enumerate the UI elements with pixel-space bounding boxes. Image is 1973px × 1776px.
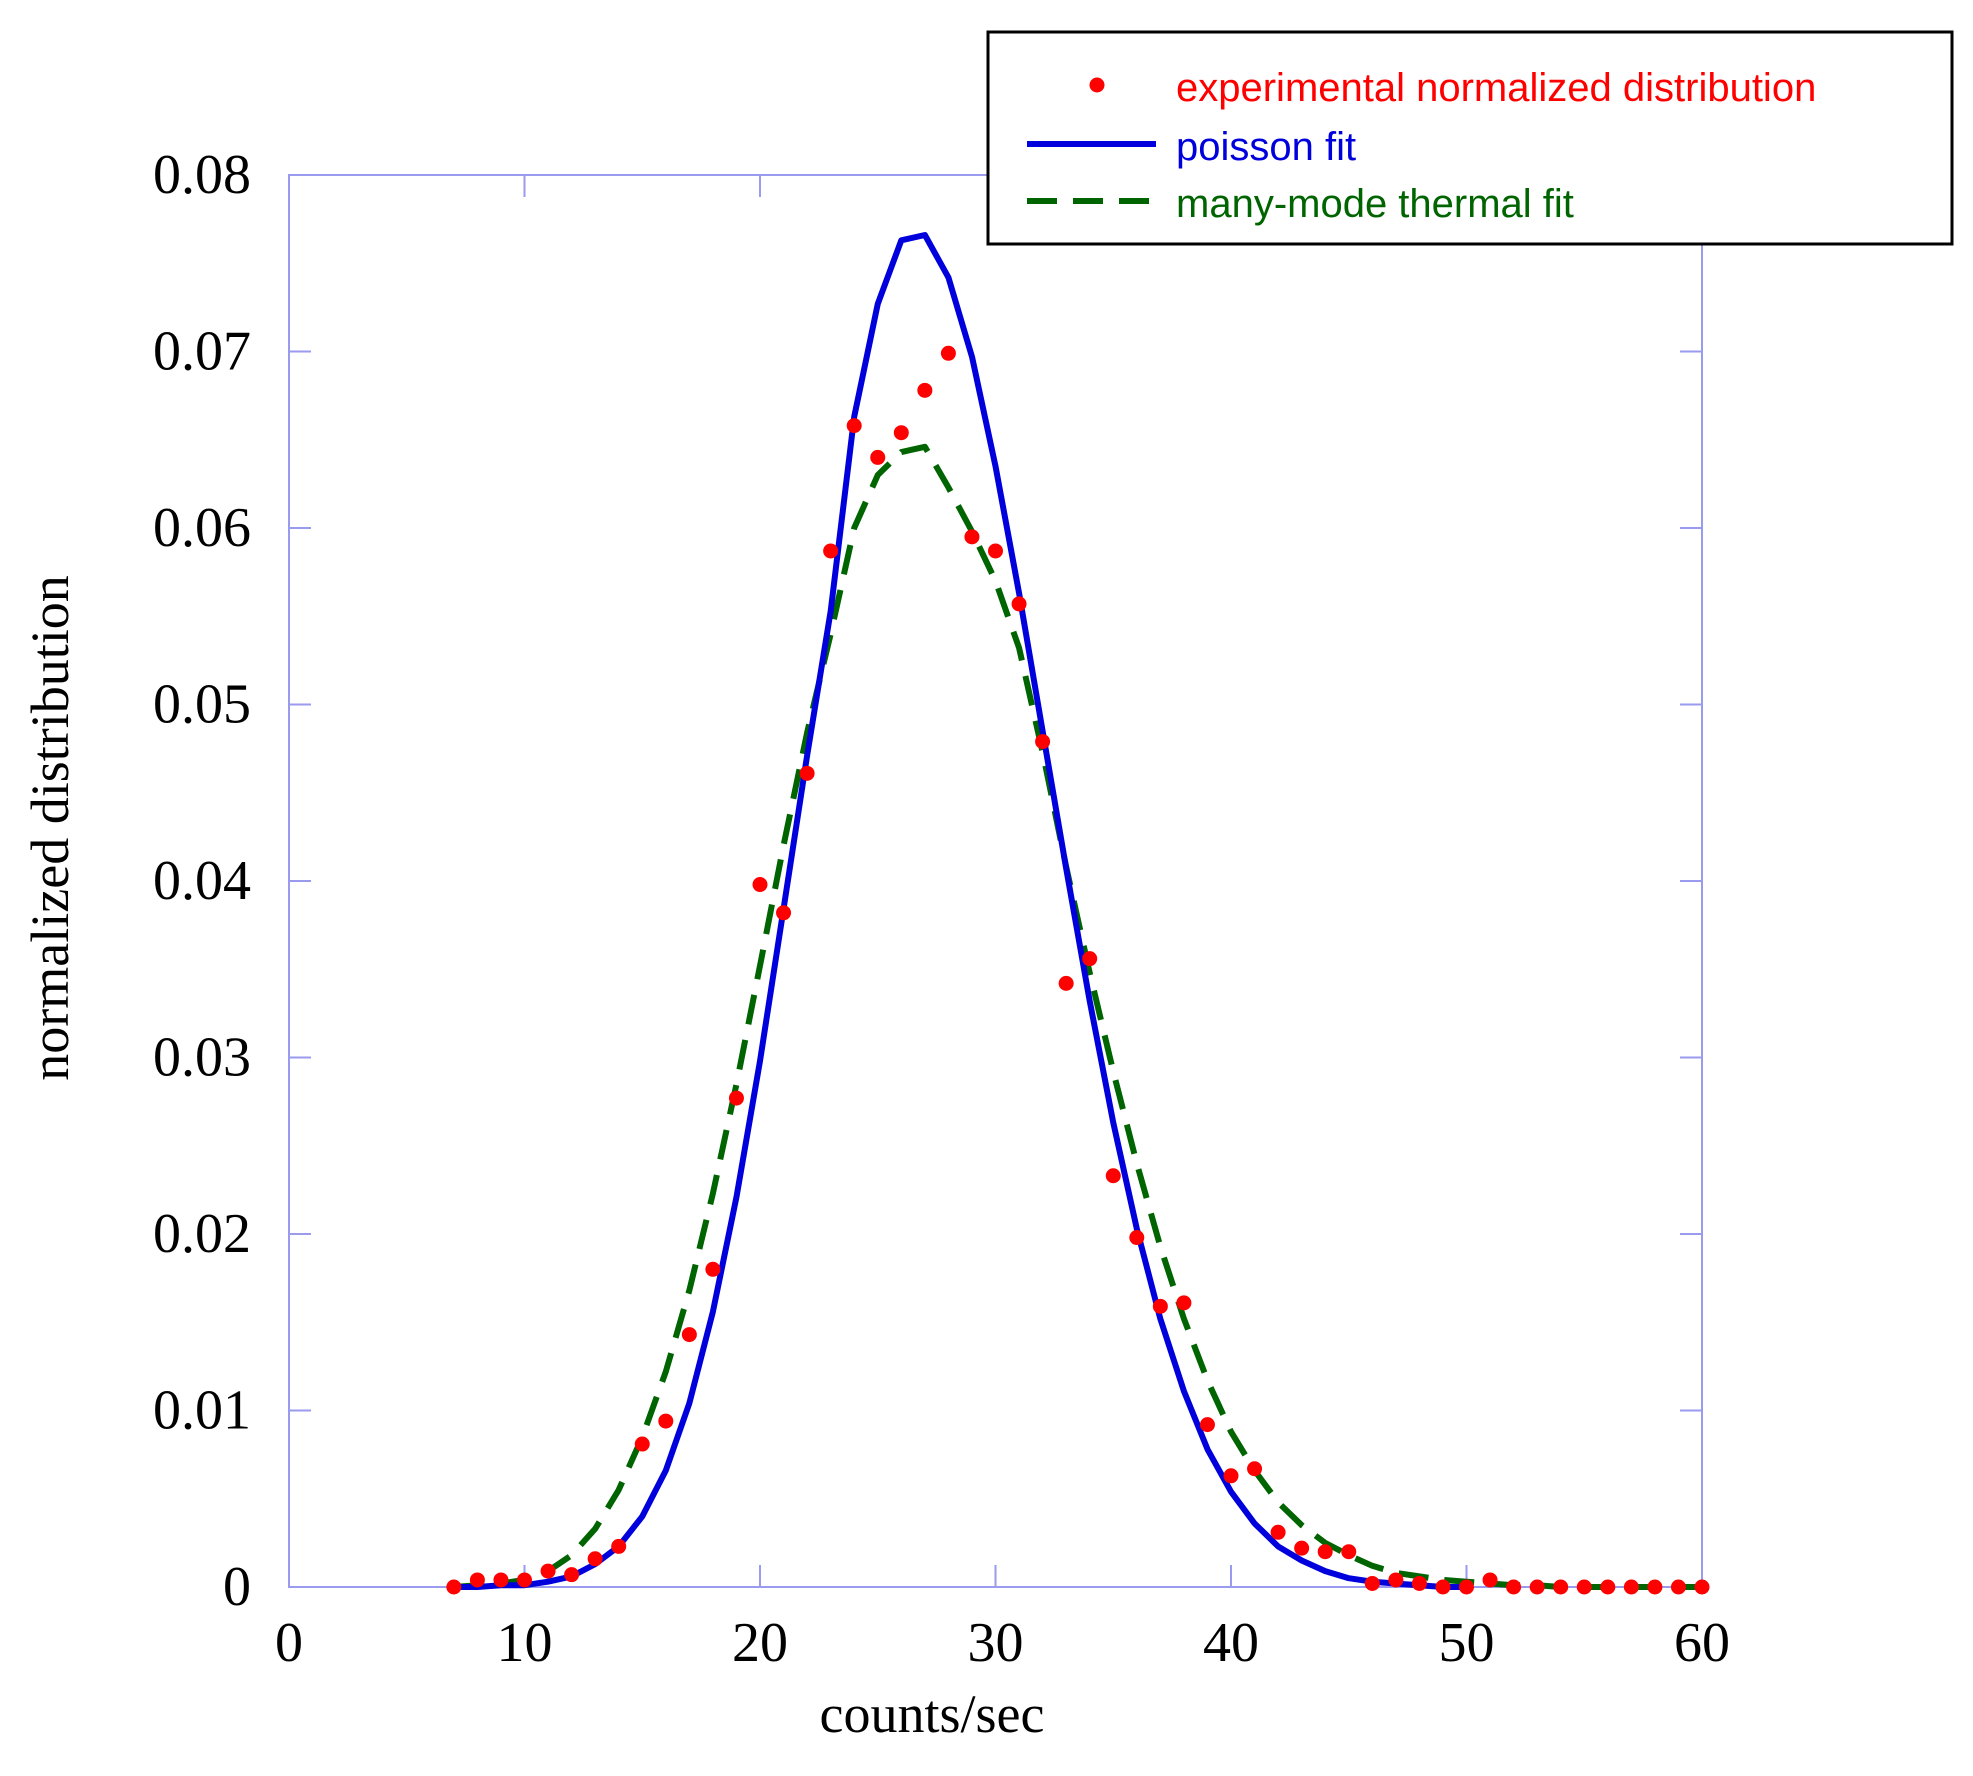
experimental-data-point [1482, 1572, 1498, 1588]
experimental-data-point [1670, 1579, 1686, 1595]
experimental-data-point [752, 877, 768, 893]
y-tick-label: 0.04 [153, 850, 251, 912]
experimental-data-point [1082, 951, 1098, 967]
x-tick-label: 50 [1439, 1612, 1495, 1674]
experimental-data-point [1152, 1298, 1168, 1314]
experimental-data-point [776, 905, 792, 921]
experimental-data-point [1647, 1579, 1663, 1595]
legend-label: many-mode thermal fit [1176, 182, 1574, 226]
experimental-data-point [799, 765, 815, 781]
experimental-data-point [917, 382, 933, 398]
experimental-data-point [1576, 1579, 1592, 1595]
experimental-data-point [1247, 1461, 1263, 1477]
y-tick-label: 0.01 [153, 1380, 251, 1442]
experimental-data-point [1553, 1579, 1569, 1595]
y-tick-label: 0.05 [153, 674, 251, 736]
experimental-data-point [728, 1090, 744, 1106]
experimental-data-point [1388, 1572, 1404, 1588]
legend-marker-dot [1089, 77, 1105, 93]
experimental-data-point [634, 1436, 650, 1452]
legend-box [986, 30, 1954, 246]
experimental-data-point [1600, 1579, 1616, 1595]
y-axis-title: normalized distribution [20, 575, 80, 1080]
y-tick-label: 0.03 [153, 1027, 251, 1089]
experimental-data-point [1506, 1579, 1522, 1595]
experimental-data-point [517, 1572, 532, 1588]
x-tick-label: 40 [1203, 1612, 1259, 1674]
experimental-data-point [540, 1563, 556, 1579]
experimental-data-point [1411, 1575, 1427, 1591]
series-layer [446, 232, 1710, 1595]
experimental-data-point [1058, 975, 1074, 991]
experimental-data-point [705, 1261, 721, 1277]
x-axis-title: counts/sec [820, 1684, 1045, 1744]
experimental-data-point [469, 1572, 485, 1588]
legend-label: poisson fit [1176, 125, 1356, 169]
experimental-data-point [493, 1572, 509, 1588]
experimental-data-point [1435, 1579, 1451, 1595]
experimental-data-point [658, 1413, 674, 1429]
experimental-data-point [988, 543, 1003, 559]
experimental-data-point [587, 1551, 603, 1567]
experimental-data-point [1694, 1579, 1710, 1595]
experimental-data-point [446, 1579, 462, 1595]
y-ticks: 0 0.01 0.02 0.03 0.04 0.05 0.06 0.07 0.08 [153, 144, 1702, 1618]
experimental-data-point [1294, 1540, 1310, 1556]
x-tick-label: 0 [275, 1612, 303, 1674]
x-tick-label: 10 [497, 1612, 553, 1674]
experimental-data-point [1105, 1168, 1121, 1184]
experimental-data-point [1011, 596, 1027, 612]
experimental-data-point [1623, 1579, 1639, 1595]
experimental-data-point [1459, 1579, 1474, 1595]
experimental-data-point [1341, 1544, 1357, 1560]
x-tick-label: 30 [968, 1612, 1024, 1674]
experimental-data-point [1176, 1295, 1192, 1311]
experimental-data-point [611, 1538, 627, 1554]
experimental-data-point [1364, 1575, 1380, 1591]
experimental-data-point [846, 418, 862, 434]
experimental-data-point [893, 425, 909, 441]
legend-items: experimental normalized distribution pois… [1027, 66, 1816, 226]
x-tick-label: 20 [732, 1612, 788, 1674]
y-tick-label: 0.07 [153, 321, 251, 383]
y-tick-label: 0.02 [153, 1203, 251, 1265]
y-tick-label: 0.06 [153, 497, 251, 559]
experimental-data-point [564, 1567, 580, 1583]
experimental-data-point [870, 449, 886, 465]
x-tick-label: 60 [1674, 1612, 1730, 1674]
experimental-data-point [1035, 734, 1051, 750]
y-tick-label: 0 [223, 1556, 251, 1618]
legend: experimental normalized distribution pois… [986, 30, 1954, 246]
experimental-data-point [681, 1327, 697, 1343]
experimental-data-point [823, 543, 839, 559]
y-tick-label: 0.08 [153, 144, 251, 206]
experimental-data-point [1270, 1524, 1286, 1540]
experimental-data-point [1199, 1417, 1215, 1433]
legend-label: experimental normalized distribution [1176, 66, 1816, 110]
experimental-data-point [964, 529, 980, 545]
experimental-data-point [940, 345, 956, 361]
experimental-data-point [1223, 1468, 1239, 1484]
experimental-data-point [1317, 1544, 1333, 1560]
experimental-data-point [1129, 1230, 1145, 1246]
experimental-data-point [1529, 1579, 1545, 1595]
